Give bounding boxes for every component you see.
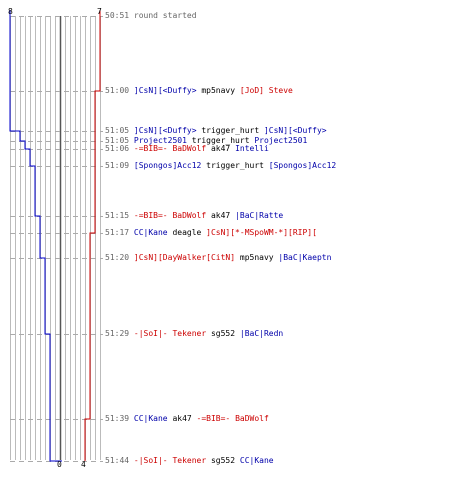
player-name: [Spongos]Acc12 [268,161,337,170]
red-start-count: 7 [97,7,102,16]
player-name: ]CsN][<Duffy> [133,126,197,135]
event-time: 51:39 [105,414,134,423]
player-name: ]CsN][DayWalker[CitN] [133,253,236,262]
weapon-name: mp5navy [235,253,279,262]
red-team-alive-line [84,10,101,461]
player-name: Intelli [235,144,269,153]
player-name: [JoD] Steve [239,86,293,95]
event-time: 51:17 [105,228,134,237]
event-row: 51:15 -=BIB=- BaDWolf ak47 |BaC|Ratte [105,211,283,220]
event-row: 51:20 ]CsN][DayWalker[CitN] mp5navy |BaC… [105,253,331,262]
player-name: CC|Kane [133,414,168,423]
player-name: -=BIB=- BaDWolf [196,414,269,423]
event-time: 51:09 [105,161,134,170]
event-row: 51:29 -|SoI|- Tekener sg552 |BaC|Redn [105,329,283,338]
weapon-name: ak47 [206,144,236,153]
event-time: 51:05 [105,136,134,145]
event-time: 51:05 [105,126,134,135]
event-row: 51:05 Project2501 trigger_hurt Project25… [105,136,307,145]
event-row: 51:17 CC|Kane deagle ]CsN][*-MSpoWM-*][R… [105,228,317,237]
event-row: 51:44 -|SoI|- Tekener sg552 CC|Kane [105,456,274,465]
weapon-name: mp5navy [196,86,240,95]
event-text: round started [133,11,197,20]
event-dash-lines [10,16,103,462]
blue-start-count: 8 [8,7,13,16]
weapon-name: trigger_hurt [201,161,269,170]
player-name: |BaC|Ratte [235,211,284,220]
player-grid-lines [10,16,101,460]
player-name: ]CsN][<Duffy> [263,126,327,135]
player-name: ]CsN][*-MSpoWM-*][RIP][ [206,228,317,237]
player-name: CC|Kane [239,456,274,465]
weapon-name: deagle [167,228,207,237]
weapon-name: ak47 [206,211,236,220]
player-name: -=BIB=- BaDWolf [133,144,207,153]
event-row: 51:06 -=BIB=- BaDWolf ak47 Intelli [105,144,269,153]
event-time: 51:44 [105,456,134,465]
weapon-name: ak47 [167,414,197,423]
event-row: 50:51 round started [105,11,197,20]
player-name: Project2501 [254,136,308,145]
player-name: ]CsN][<Duffy> [133,86,197,95]
event-time: 51:20 [105,253,134,262]
weapon-name: sg552 [206,329,240,338]
red-end-count: 4 [81,460,86,469]
event-row: 51:00 ]CsN][<Duffy> mp5navy [JoD] Steve [105,86,293,95]
player-name: [Spongos]Acc12 [133,161,202,170]
event-row: 51:09 [Spongos]Acc12 trigger_hurt [Spong… [105,161,336,170]
player-name: Project2501 [133,136,187,145]
event-row: 51:39 CC|Kane ak47 -=BIB=- BaDWolf [105,414,269,423]
event-time: 51:06 [105,144,134,153]
weapon-name: sg552 [206,456,240,465]
player-name: -=BIB=- BaDWolf [133,211,207,220]
event-time: 50:51 [105,11,134,20]
weapon-name: trigger_hurt [186,136,255,145]
player-name: -|SoI|- Tekener [133,456,207,465]
player-name: |BaC|Kaeptn [278,253,332,262]
event-row: 51:05 ]CsN][<Duffy> trigger_hurt ]CsN][<… [105,126,327,135]
player-name: |BaC|Redn [239,329,284,338]
event-time: 51:29 [105,329,134,338]
weapon-name: trigger_hurt [196,126,264,135]
player-name: -|SoI|- Tekener [133,329,207,338]
event-time: 51:15 [105,211,134,220]
blue-end-count: 0 [57,460,62,469]
event-time: 51:00 [105,86,134,95]
player-name: CC|Kane [133,228,168,237]
blue-team-alive-line [9,10,62,462]
